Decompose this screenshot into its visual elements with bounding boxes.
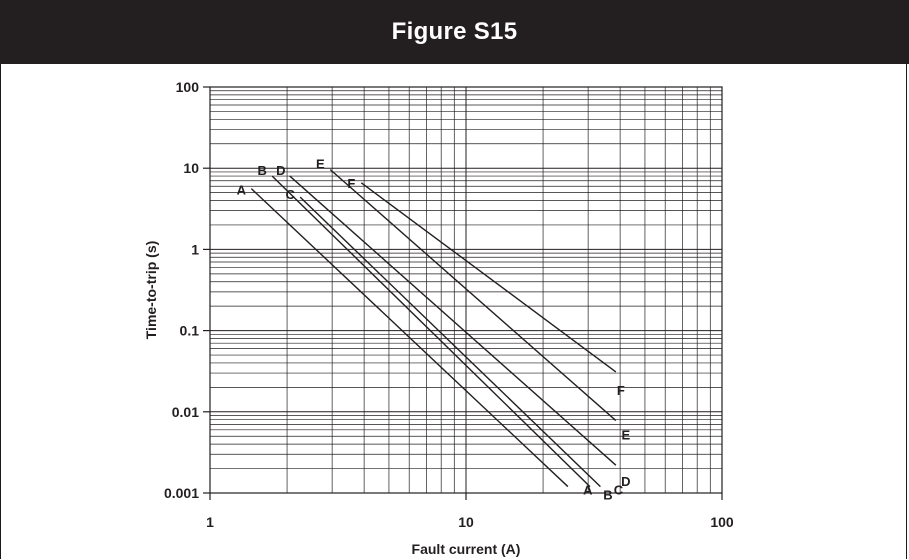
x-tick-label: 10 bbox=[458, 514, 474, 530]
x-tick-label: 100 bbox=[710, 514, 734, 530]
series-line-b bbox=[271, 175, 591, 488]
x-axis-label: Fault current (A) bbox=[412, 541, 521, 557]
y-tick-label: 0.001 bbox=[164, 485, 199, 501]
series-label-end: D bbox=[621, 474, 630, 489]
axis-ticks bbox=[203, 86, 723, 500]
y-tick-label: 0.01 bbox=[172, 404, 199, 420]
series-label-end: B bbox=[603, 488, 612, 503]
series-label-start: F bbox=[347, 176, 355, 191]
series-label-end: E bbox=[622, 428, 631, 443]
y-axis-label: Time-to-trip (s) bbox=[143, 241, 159, 340]
tick-labels: 1 10 100 100 10 1 0.1 0.01 0.001 bbox=[164, 79, 734, 530]
series-label-end: A bbox=[583, 483, 593, 498]
series-line-c bbox=[299, 196, 601, 488]
series-label-start: B bbox=[258, 163, 267, 178]
series-label-start: C bbox=[285, 187, 295, 202]
y-tick-label: 10 bbox=[183, 160, 199, 176]
y-tick-label: 100 bbox=[176, 79, 200, 95]
series-label-start: E bbox=[316, 157, 325, 172]
series-label-end: C bbox=[614, 483, 624, 498]
series-label-start: D bbox=[276, 163, 285, 178]
series-line-a bbox=[250, 188, 569, 488]
series-line-d bbox=[289, 175, 617, 466]
y-tick-label: 0.1 bbox=[180, 323, 200, 339]
chart-grid bbox=[210, 87, 722, 493]
x-tick-label: 1 bbox=[206, 514, 214, 530]
series-label-end: F bbox=[617, 383, 625, 398]
series-lines bbox=[250, 169, 617, 488]
series-line-f bbox=[360, 182, 617, 373]
series-line-e bbox=[329, 169, 617, 422]
figure-title: Figure S15 bbox=[391, 18, 518, 45]
figure-header: Figure S15 bbox=[0, 0, 909, 64]
series-label-start: A bbox=[237, 183, 247, 198]
y-tick-label: 1 bbox=[191, 241, 199, 257]
